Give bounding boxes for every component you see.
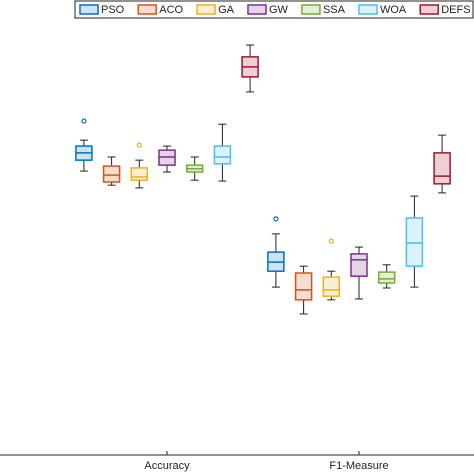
x-tick-label: Accuracy <box>144 460 190 472</box>
x-tick-label: F1-Measure <box>329 460 388 472</box>
outlier <box>81 118 87 124</box>
legend-swatch <box>247 4 267 15</box>
legend-label: DEFS <box>441 4 470 16</box>
legend-label: SSA <box>323 4 346 16</box>
box <box>350 253 368 277</box>
legend-label: ACO <box>159 4 183 16</box>
legend-label: PSO <box>101 4 125 16</box>
legend-swatch <box>137 4 157 15</box>
legend-label: GW <box>269 4 289 16</box>
box <box>102 165 121 183</box>
box <box>294 272 313 301</box>
legend-swatch <box>79 4 99 15</box>
outlier <box>136 142 142 148</box>
box <box>322 276 341 297</box>
legend-swatch <box>358 4 378 15</box>
outlier <box>328 238 334 244</box>
legend-swatch <box>196 4 216 15</box>
outlier <box>273 216 279 222</box>
legend-label: GA <box>218 4 235 16</box>
box <box>405 217 424 267</box>
box <box>130 167 149 181</box>
legend-swatch <box>419 4 439 15</box>
legend-swatch <box>301 4 321 15</box>
box <box>433 152 451 185</box>
box <box>213 145 232 165</box>
box <box>377 271 396 284</box>
legend-label: WOA <box>380 4 407 16</box>
